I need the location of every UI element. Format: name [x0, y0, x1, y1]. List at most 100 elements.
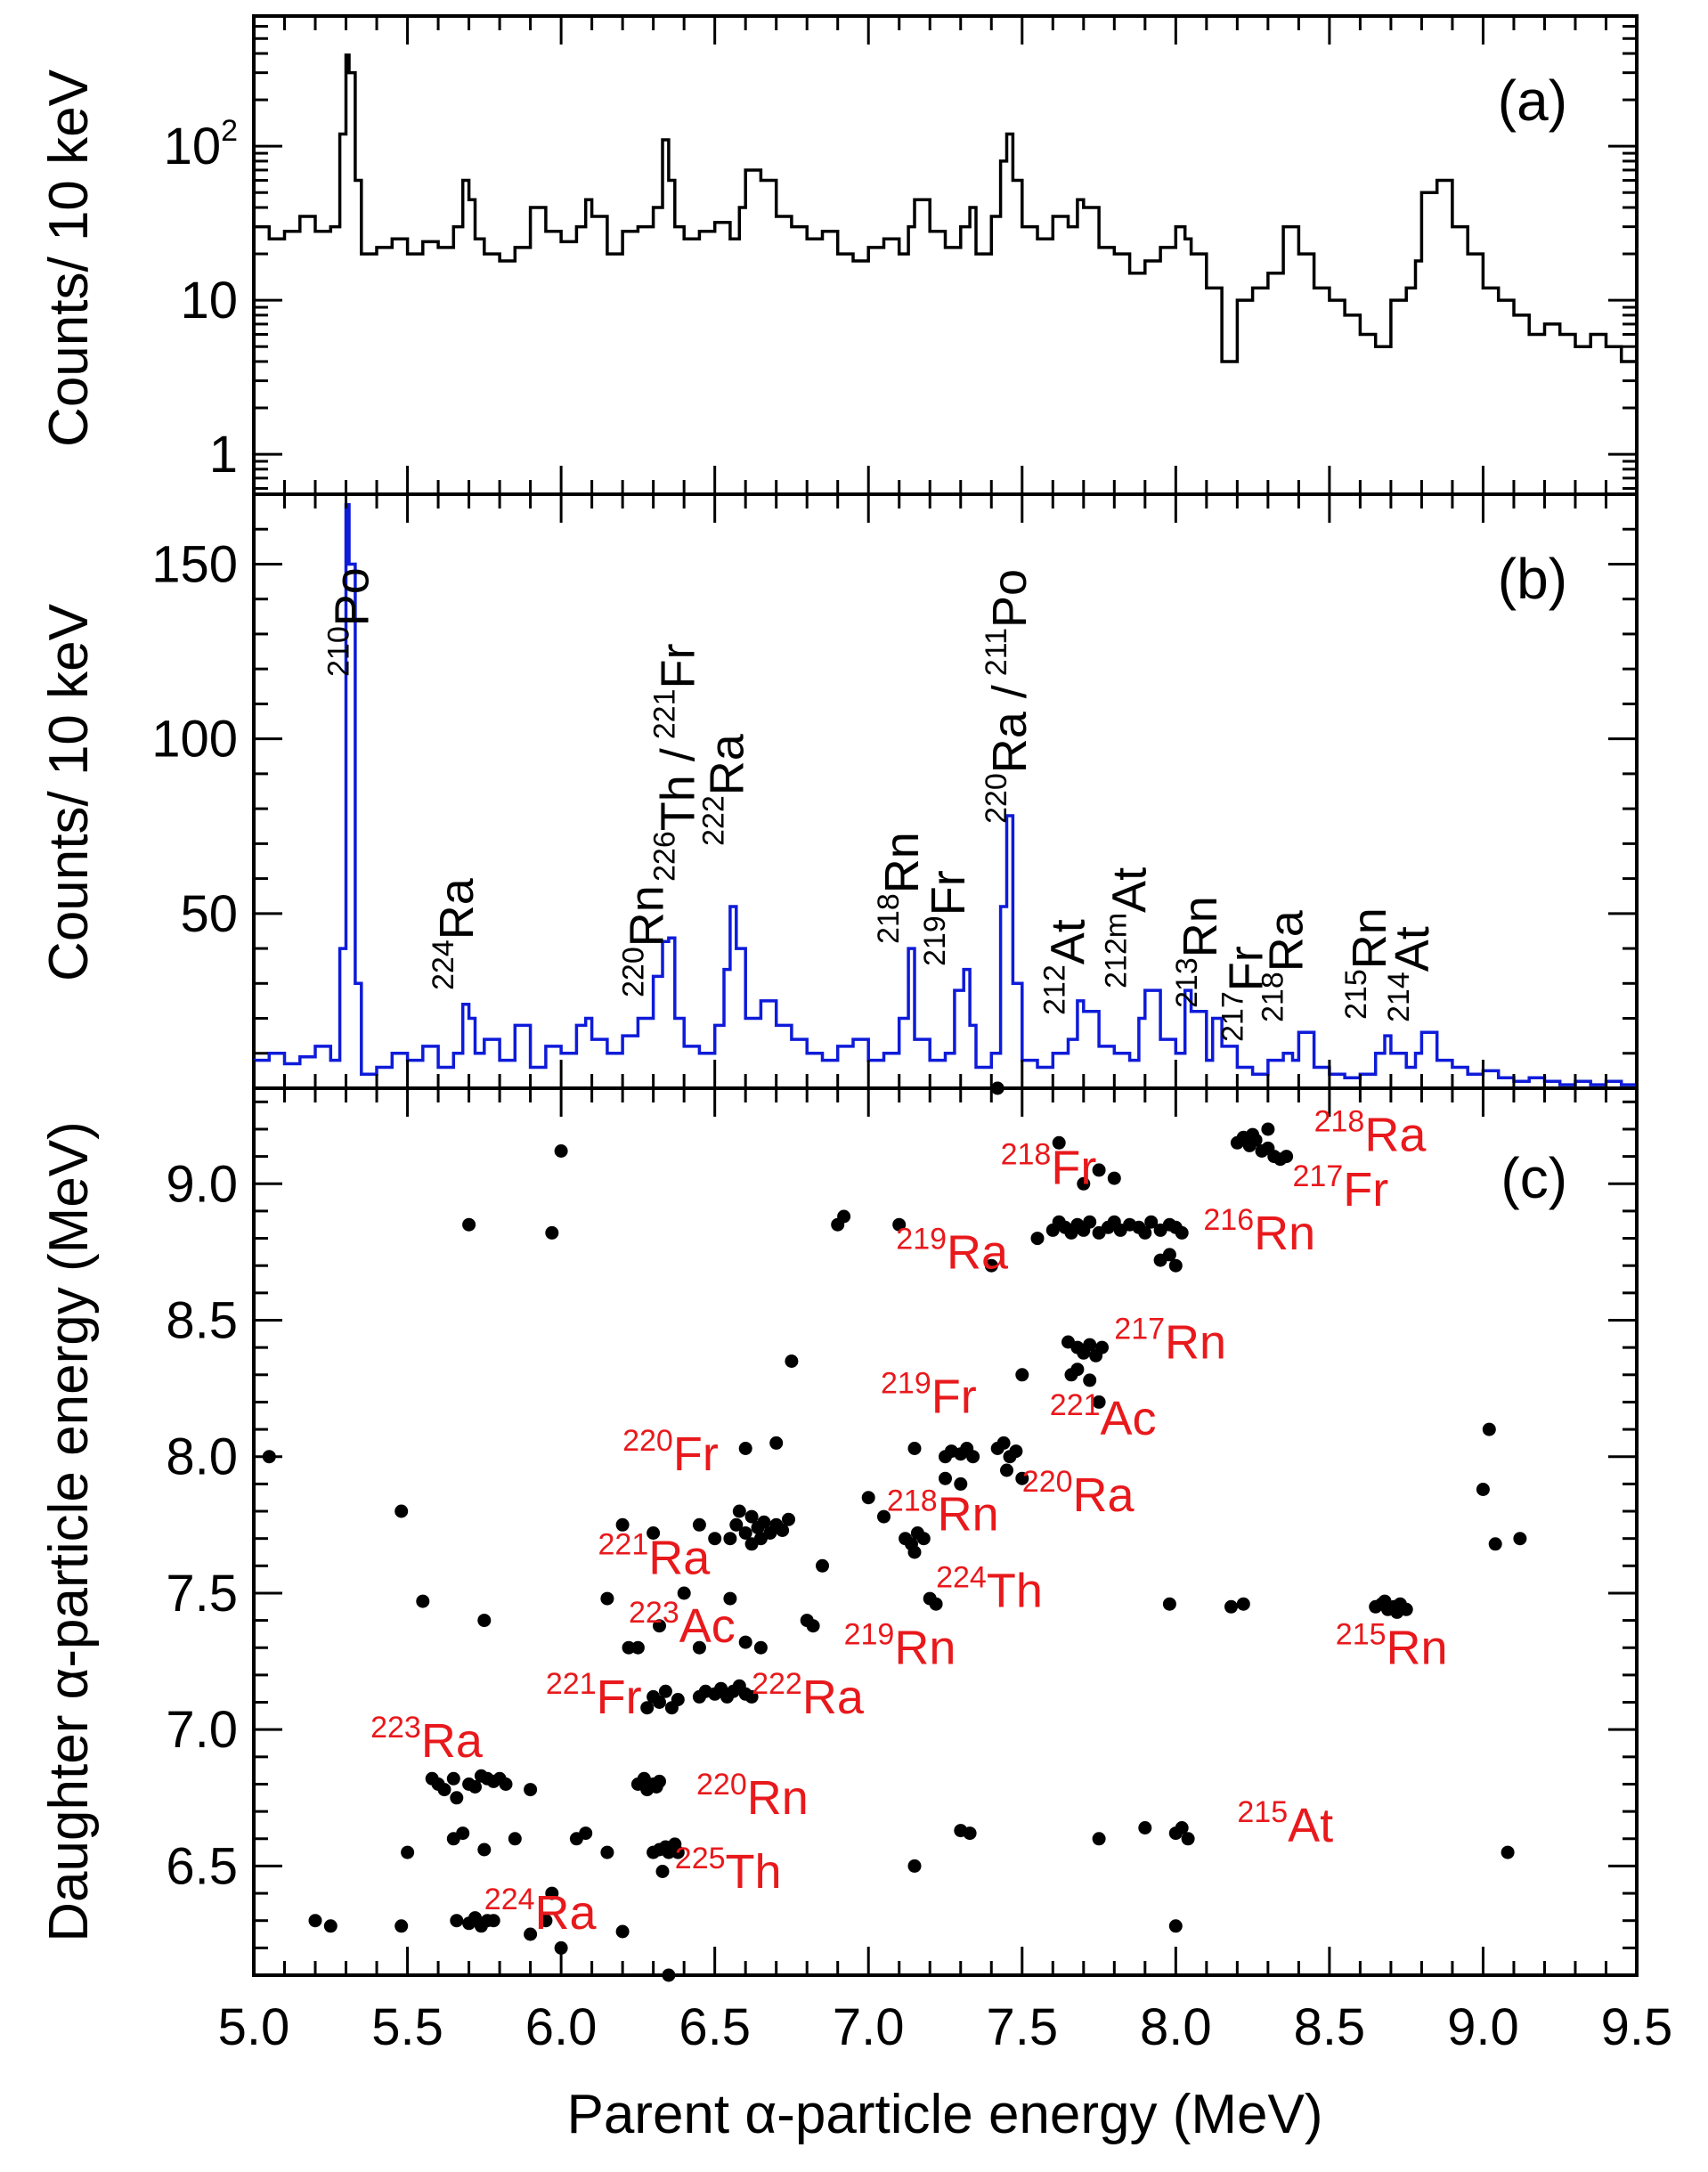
- scatter-point: [622, 1640, 636, 1655]
- x-tick-label: 6.5: [679, 1998, 751, 2056]
- scatter-point: [776, 1524, 790, 1537]
- scatter-point: [1083, 1338, 1097, 1352]
- scatter-point: [545, 1225, 559, 1240]
- scatter-point: [416, 1594, 430, 1608]
- nuclide-label: 223Ra: [370, 1711, 484, 1768]
- peak-label: 214At: [1382, 926, 1439, 1022]
- scatter-point: [907, 1859, 922, 1873]
- scatter-point: [1015, 1368, 1029, 1382]
- nuclide-label: 217Rn: [1114, 1312, 1226, 1369]
- panel-c-frame: [252, 1086, 1639, 1977]
- scatter-point: [658, 1684, 672, 1698]
- panel-a-spectrum: 1 10 102 (a) Counts/ 10 keV: [38, 14, 1639, 496]
- scatter-point: [984, 1258, 998, 1273]
- panel-c-y-ticks: 6.5 7.0 7.5 8.0 8.5 9.0: [166, 1100, 1637, 1949]
- scatter-point: [308, 1914, 322, 1928]
- scatter-point: [1030, 1232, 1045, 1246]
- scatter-point: [1095, 1340, 1109, 1354]
- scatter-point: [468, 1780, 482, 1794]
- scatter-point: [1009, 1444, 1023, 1459]
- nuclide-label: 221Fr: [546, 1667, 642, 1724]
- peak-label: 222Ra: [697, 733, 754, 846]
- scatter-point: [757, 1515, 771, 1529]
- y-tick-label: 6.5: [166, 1837, 238, 1895]
- panel-a-tag: (a): [1498, 69, 1567, 133]
- panel-c-x-ticks: 5.0 5.5 6.0 6.5 7.0 7.5 8.0 8.5 9.0 9.5: [218, 1088, 1672, 2056]
- scatter-point: [671, 1693, 685, 1706]
- panel-c-y-axis-title: Daughter α-particle energy (MeV): [38, 1121, 100, 1941]
- scatter-point: [323, 1919, 338, 1933]
- scatter-point: [816, 1558, 829, 1573]
- nuclide-label: 215Rn: [1336, 1618, 1448, 1675]
- y-tick-label: 1: [209, 426, 238, 484]
- scatter-point: [450, 1791, 464, 1805]
- scatter-point: [723, 1591, 737, 1606]
- scatter-point: [1052, 1135, 1066, 1150]
- scatter-point: [477, 1614, 492, 1628]
- scatter-point: [753, 1640, 768, 1655]
- scatter-point: [1083, 1215, 1097, 1229]
- scatter-point: [1261, 1122, 1275, 1136]
- scatter-point: [954, 1476, 968, 1491]
- scatter-point: [1246, 1127, 1260, 1142]
- scatter-point: [394, 1504, 409, 1518]
- scatter-point: [1168, 1919, 1183, 1933]
- scatter-point: [1488, 1537, 1502, 1551]
- panel-b-x-ticks: [252, 494, 1639, 1088]
- scatter-point: [769, 1436, 784, 1450]
- scatter-point: [966, 1450, 980, 1464]
- scatter-point: [1482, 1422, 1496, 1436]
- y-tick-label: 10: [180, 272, 238, 329]
- scatter-point: [446, 1771, 460, 1786]
- scatter-point: [600, 1591, 614, 1606]
- scatter-point: [738, 1635, 752, 1649]
- scatter-point: [1476, 1483, 1490, 1496]
- nuclide-label: 220Fr: [622, 1424, 719, 1481]
- scatter-point: [990, 1081, 1004, 1095]
- scatter-point: [916, 1532, 931, 1546]
- scatter-point: [1092, 1163, 1106, 1177]
- scatter-point: [744, 1509, 759, 1524]
- scatter-point: [545, 1886, 559, 1900]
- scatter-point: [861, 1491, 875, 1505]
- scatter-point: [499, 1777, 513, 1791]
- scatter-point: [929, 1597, 943, 1611]
- y-tick-label: 150: [151, 535, 238, 593]
- panel-a-x-ticks: [252, 16, 1639, 494]
- scatter-point: [1092, 1832, 1106, 1846]
- scatter-point: [524, 1783, 538, 1797]
- scatter-point: [732, 1504, 746, 1518]
- x-tick-label: 9.0: [1447, 1998, 1519, 2056]
- scatter-point: [692, 1517, 706, 1532]
- scatter-point: [655, 1865, 670, 1878]
- scatter-point: [708, 1532, 722, 1546]
- peak-label: 218Rn: [872, 832, 929, 944]
- scatter-point: [907, 1545, 922, 1559]
- x-tick-label: 5.0: [218, 1998, 290, 2056]
- scatter-point: [692, 1640, 706, 1655]
- scatter-point: [1000, 1463, 1013, 1477]
- scatter-point: [738, 1442, 752, 1455]
- scatter-point: [539, 1914, 553, 1928]
- scatter-point: [394, 1919, 409, 1933]
- scatter-point: [753, 1532, 768, 1546]
- scatter-point: [806, 1619, 820, 1633]
- scatter-point: [437, 1783, 451, 1797]
- x-tick-label: 7.5: [986, 1998, 1058, 2056]
- panel-c-x-axis-title: Parent α-particle energy (MeV): [566, 2084, 1322, 2145]
- nuclide-label: 217Fr: [1293, 1159, 1389, 1216]
- scatter-point: [1064, 1368, 1078, 1382]
- panel-c-tag: (c): [1501, 1146, 1567, 1210]
- scatter-point: [1168, 1258, 1183, 1273]
- peak-label: 212mAt: [1100, 867, 1157, 988]
- peak-label: 224Ra: [427, 877, 484, 990]
- y-tick-label: 50: [180, 885, 238, 943]
- scatter-point: [723, 1532, 737, 1546]
- scatter-point: [1015, 1471, 1029, 1485]
- y-tick-label: 8.0: [166, 1428, 238, 1486]
- scatter-point: [892, 1217, 907, 1232]
- nuclide-label: 218Fr: [1001, 1137, 1097, 1194]
- nuclide-label: 218Ra: [1314, 1105, 1427, 1162]
- peak-label: 215Rn: [1339, 907, 1396, 1020]
- scatter-point: [738, 1526, 752, 1540]
